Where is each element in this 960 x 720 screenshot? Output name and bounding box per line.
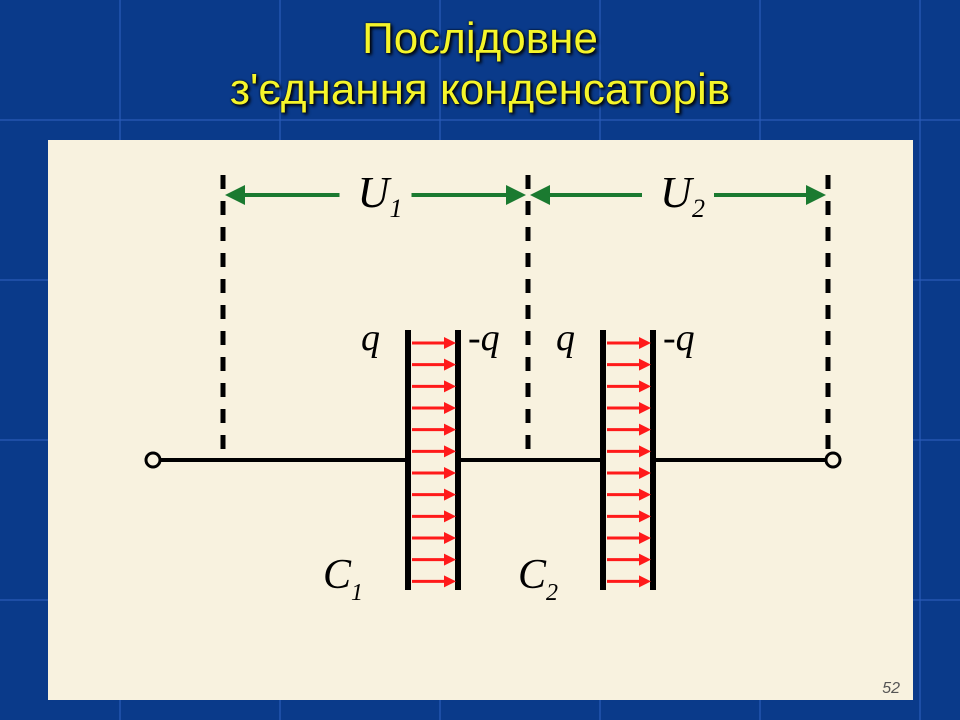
svg-text:2: 2 bbox=[692, 194, 705, 223]
slide: Послідовне з'єднання конденсаторів U1U2q… bbox=[0, 0, 960, 720]
capacitor-label-C1: C bbox=[323, 552, 352, 598]
svg-text:1: 1 bbox=[390, 194, 403, 223]
charge-label: -q bbox=[468, 317, 500, 359]
charge-label: q bbox=[556, 317, 575, 359]
voltage-label-U2: U bbox=[660, 168, 695, 217]
charge-label: q bbox=[361, 317, 380, 359]
slide-title: Послідовне з'єднання конденсаторів bbox=[0, 14, 960, 115]
capacitor-series-diagram: U1U2q-qq-qC1C2 bbox=[48, 140, 913, 700]
capacitor-label-C2: C bbox=[518, 552, 547, 598]
svg-text:2: 2 bbox=[546, 580, 558, 606]
charge-label: -q bbox=[663, 317, 695, 359]
svg-text:1: 1 bbox=[351, 580, 363, 606]
page-number: 52 bbox=[882, 680, 900, 698]
voltage-label-U1: U bbox=[358, 168, 393, 217]
diagram-panel: U1U2q-qq-qC1C2 bbox=[48, 140, 913, 700]
